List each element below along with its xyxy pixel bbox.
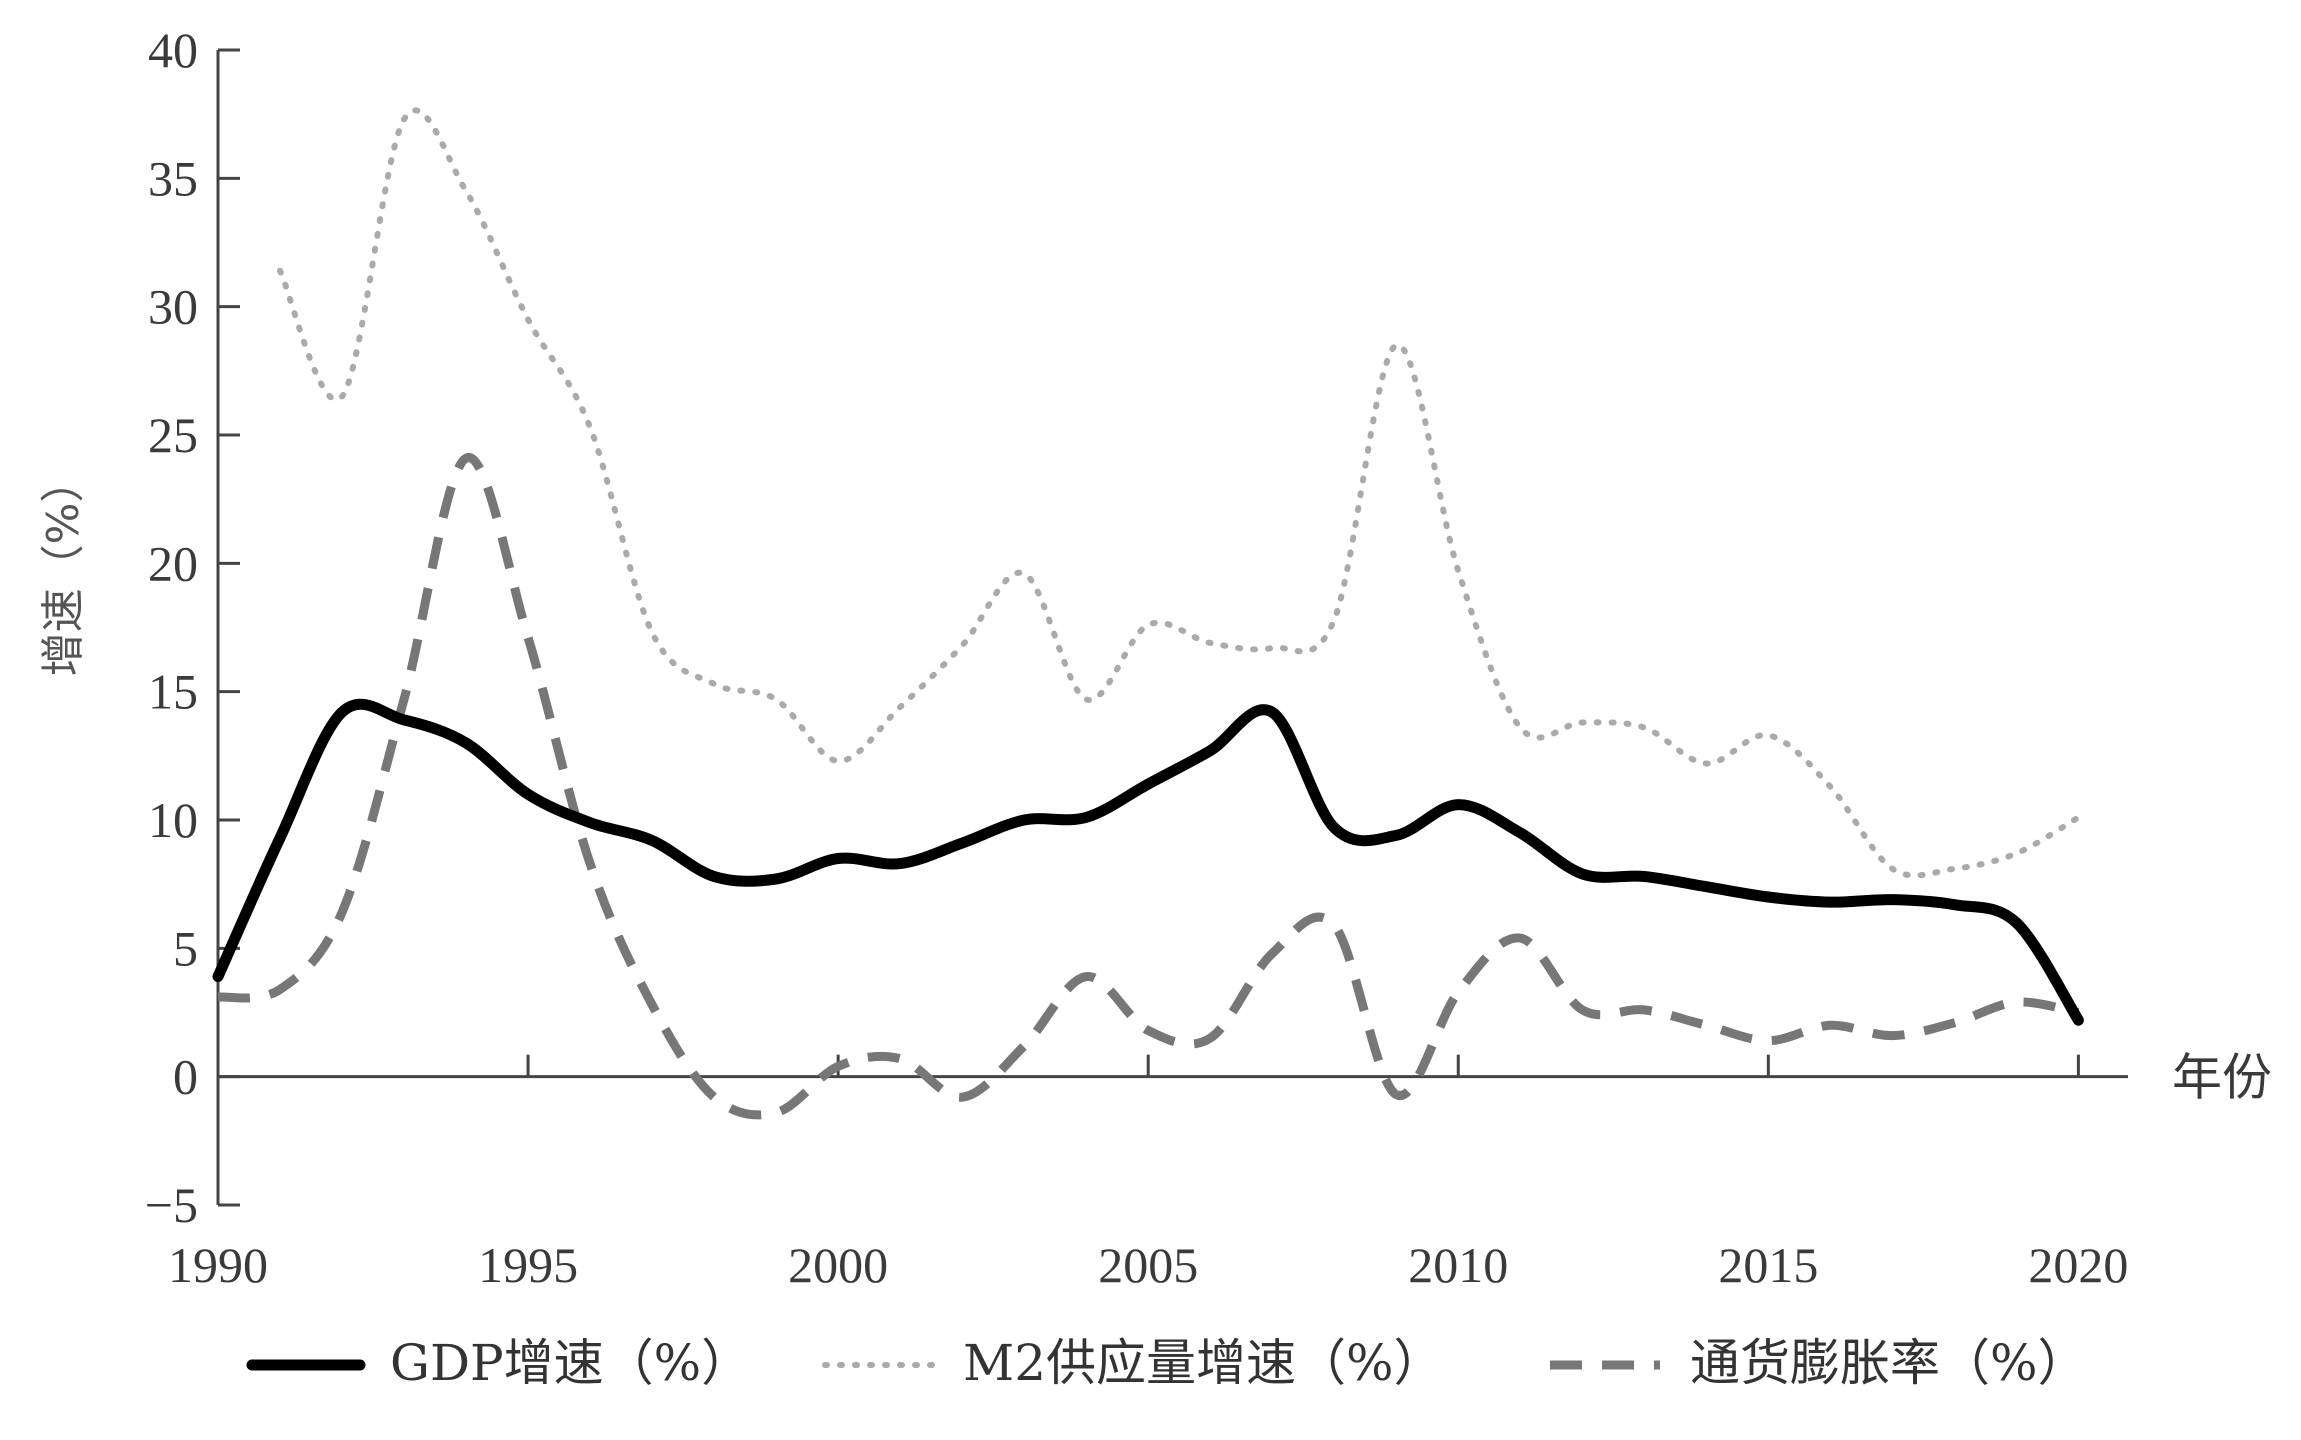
x-tick-label: 1995 <box>478 1237 578 1293</box>
y-tick-label: 5 <box>173 920 198 976</box>
y-axis-title: 增速（%） <box>38 459 89 677</box>
legend: GDP增速（%） M2供应量增速（%） 通货膨胀率（%） <box>246 1334 2088 1392</box>
legend-label: GDP增速（%） <box>390 1334 751 1392</box>
x-tick-label: 2015 <box>1718 1237 1818 1293</box>
y-tick-label: 15 <box>148 664 198 720</box>
y-tick-label: 0 <box>173 1049 198 1105</box>
legend-label: 通货膨胀率（%） <box>1690 1334 2088 1392</box>
series-line-solid <box>212 698 2084 1026</box>
y-tick-label: 25 <box>148 407 198 463</box>
x-tick-label: 2005 <box>1098 1237 1198 1293</box>
x-tick-label: 2010 <box>1408 1237 1508 1293</box>
series-line-dotted <box>277 107 2082 879</box>
y-tick-label: −5 <box>145 1177 198 1233</box>
y-tick-label: 30 <box>148 279 198 335</box>
series-lines <box>212 107 2084 1120</box>
y-tick-label: 10 <box>148 792 198 848</box>
series-line-dashed <box>217 453 2080 1120</box>
y-tick-label: 35 <box>148 150 198 206</box>
legend-label: M2供应量增速（%） <box>963 1334 1444 1392</box>
x-axis-title: 年份 <box>2172 1050 2272 1106</box>
x-tick-label: 2020 <box>2028 1237 2128 1293</box>
y-tick-label: 40 <box>148 22 198 78</box>
axes: −5 0 5 10 15 20 25 30 35 40 1990 1995 2000 2005 2010 20… <box>145 22 2129 1293</box>
x-tick-label: 2000 <box>788 1237 888 1293</box>
x-tick-label: 1990 <box>168 1237 268 1293</box>
y-tick-label: 20 <box>148 535 198 591</box>
